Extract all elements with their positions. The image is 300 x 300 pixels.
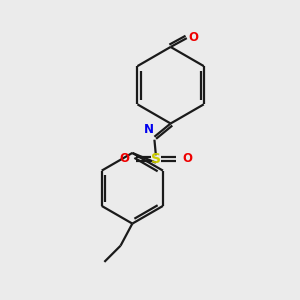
Text: O: O <box>182 152 192 165</box>
Text: S: S <box>151 152 161 166</box>
Text: O: O <box>188 31 198 44</box>
Text: N: N <box>143 123 154 136</box>
Text: O: O <box>120 152 130 165</box>
